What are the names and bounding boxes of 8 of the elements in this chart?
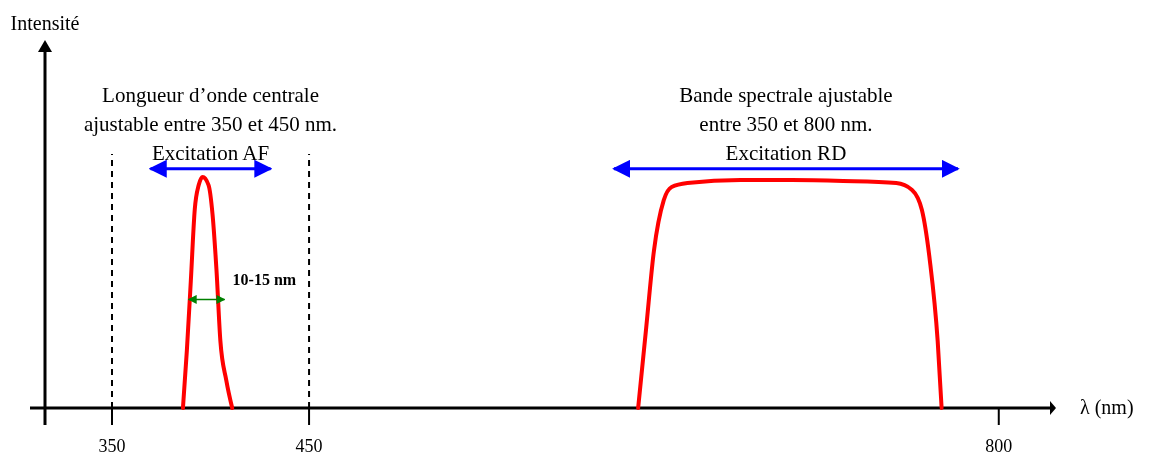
x-tick-label: 800 bbox=[985, 436, 1013, 456]
x-tick-label: 350 bbox=[98, 436, 126, 456]
text: Bande spectrale ajustable entre 350 et 800 nm. Excitation RD bbox=[679, 82, 893, 165]
annotation: 10-15 nm bbox=[232, 271, 297, 289]
text: Longueur d’onde centrale ajustable entre 350 et 450 nm. Excitation AF bbox=[83, 82, 338, 165]
x-axis-title: λ (nm) bbox=[1080, 396, 1134, 419]
text: Intensité bbox=[10, 12, 80, 34]
x-tick-label: 450 bbox=[295, 436, 323, 456]
